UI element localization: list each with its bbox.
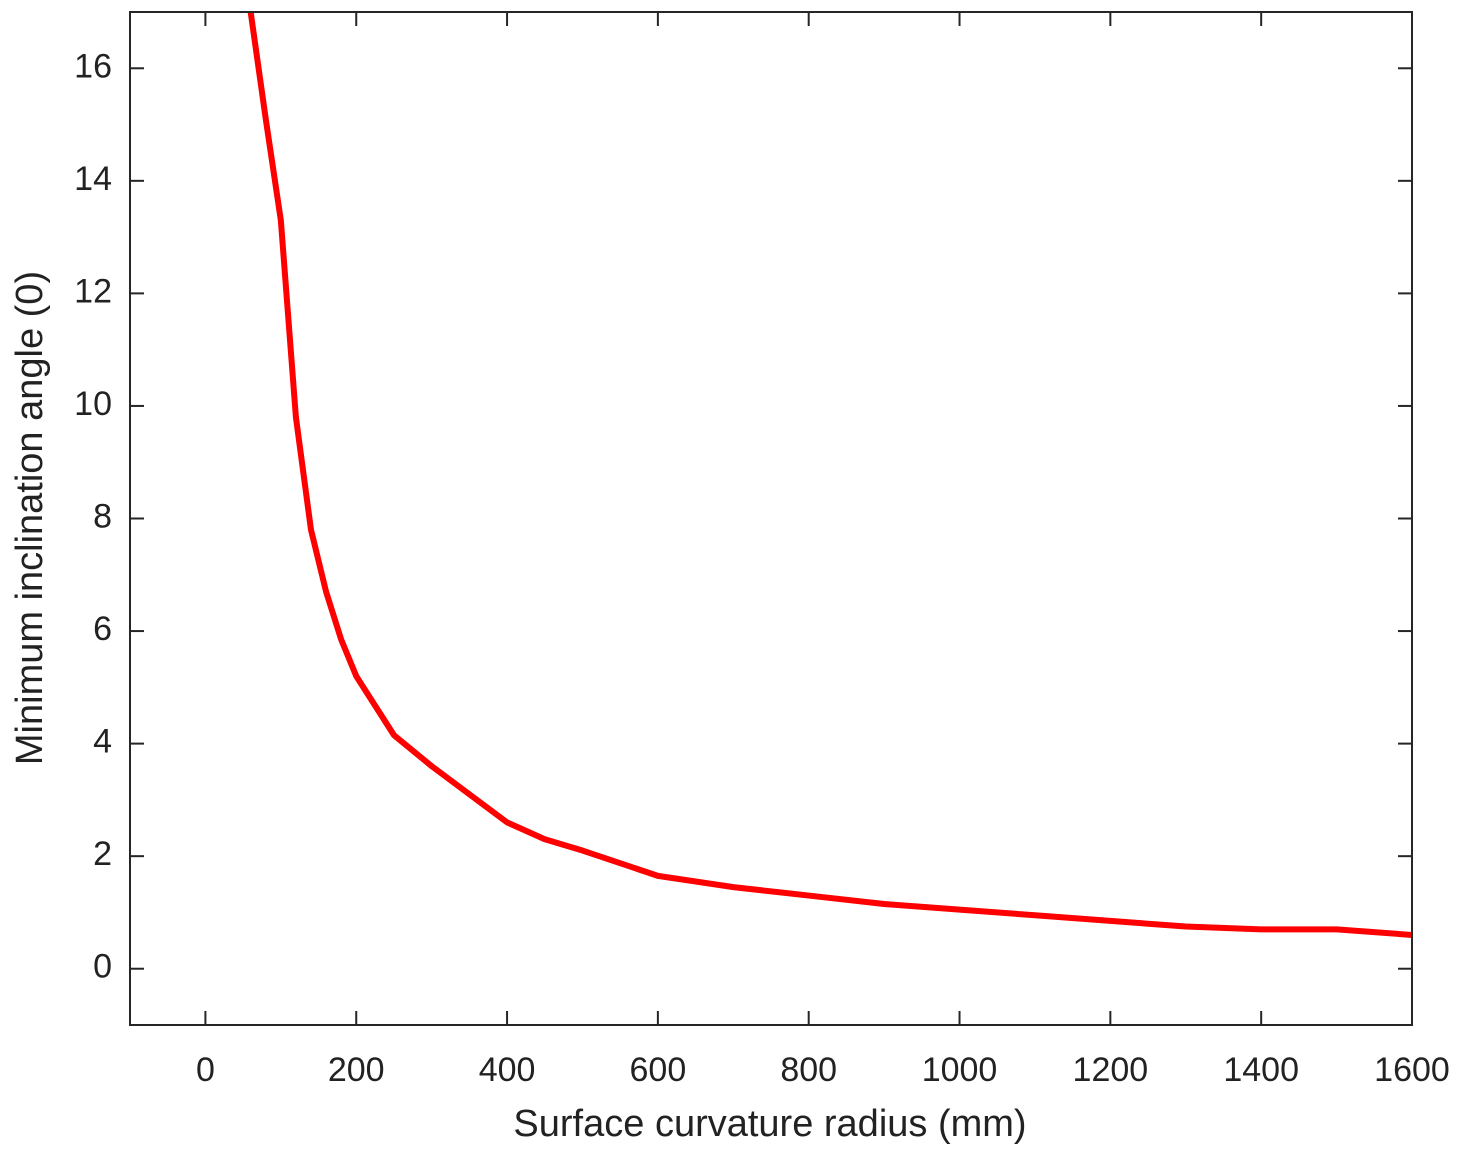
y-tick-label: 6 [93,610,112,648]
x-tick-label: 600 [630,1051,687,1089]
y-tick-label: 0 [93,948,112,986]
line [247,12,1412,938]
x-tick-label: 400 [479,1051,536,1089]
x-tick-label: 800 [780,1051,837,1089]
y-tick-label: 16 [74,47,112,85]
y-tick-label: 12 [74,272,112,310]
x-tick-label: 200 [328,1051,385,1089]
y-tick-label: 14 [74,160,112,198]
x-tick-label: 1000 [922,1051,998,1089]
y-tick-label: 10 [74,385,112,423]
plot-frame [129,11,1413,1026]
x-tick-label: 0 [196,1051,215,1089]
y-tick-label: 8 [93,497,112,535]
y-tick-label: 2 [93,835,112,873]
x-tick-label: 1600 [1374,1051,1450,1089]
y-axis-title: Minimum inclination angle (0) [9,271,51,765]
x-tick-label: 1200 [1073,1051,1149,1089]
y-tick-label: 4 [93,723,112,761]
x-tick-label: 1400 [1223,1051,1299,1089]
x-axis-title: Surface curvature radius (mm) [513,1103,1026,1145]
